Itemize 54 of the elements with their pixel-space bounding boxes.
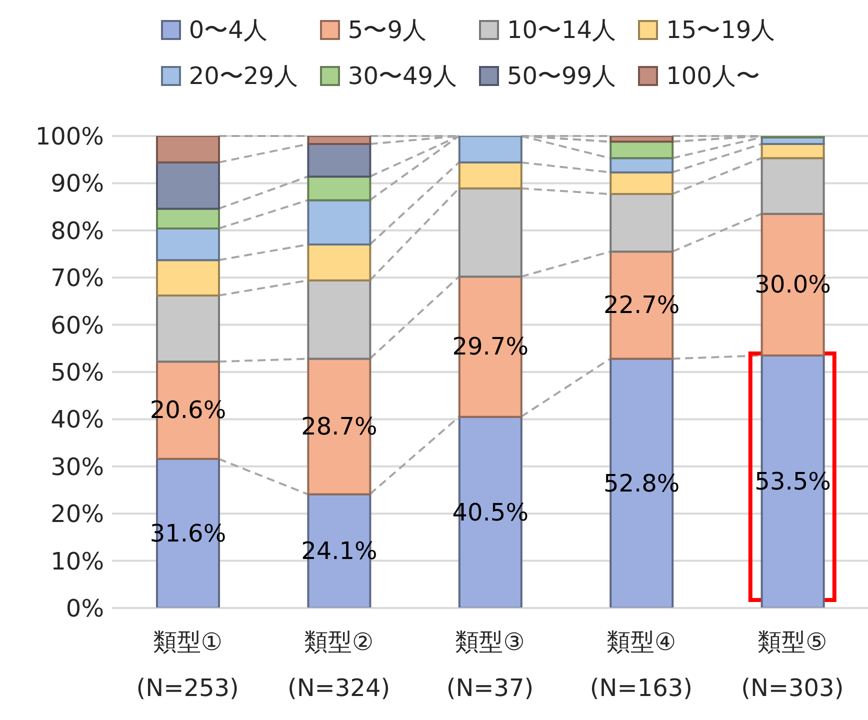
data-label: 30.0% xyxy=(754,270,831,299)
data-label: 31.6% xyxy=(150,519,226,548)
y-tick-label: 10% xyxy=(50,547,104,576)
data-label: 40.5% xyxy=(452,498,529,526)
legend-label: 50〜99人 xyxy=(506,61,616,92)
x-tick-label: 類型② (N=324) xyxy=(287,628,390,702)
legend-label: 10〜14人 xyxy=(506,15,616,46)
data-label: 28.7% xyxy=(301,412,378,441)
y-tick-label: 50% xyxy=(50,358,104,387)
bar xyxy=(610,171,674,196)
data-label: 53.5% xyxy=(754,468,831,496)
bar xyxy=(156,259,220,297)
bar xyxy=(458,161,522,190)
bar xyxy=(156,294,220,363)
bar xyxy=(610,136,674,143)
x-tick-label: 類型① (N=253) xyxy=(136,628,239,702)
bar xyxy=(156,228,220,262)
y-tick-label: 20% xyxy=(50,500,104,528)
y-tick-label: 60% xyxy=(50,311,104,340)
y-tick-label: 90% xyxy=(50,170,104,198)
legend-label: 100人〜 xyxy=(665,61,761,92)
bar xyxy=(458,187,522,278)
bar xyxy=(307,244,372,282)
y-tick-label: 40% xyxy=(50,406,104,434)
x-tick-label: 類型④ (N=163) xyxy=(590,628,693,702)
y-tick-label: 0% xyxy=(66,594,104,623)
bar xyxy=(307,136,372,146)
bar xyxy=(156,136,220,164)
bar xyxy=(307,143,372,178)
y-tick-label: 100% xyxy=(35,122,104,151)
legend-label: 20〜29人 xyxy=(188,61,298,92)
bar xyxy=(307,279,372,360)
bar xyxy=(156,208,220,230)
y-tick-label: 80% xyxy=(50,216,104,245)
data-label: 29.7% xyxy=(452,332,529,361)
x-tick-label: 類型③ (N=37) xyxy=(446,628,534,702)
bar xyxy=(458,136,522,164)
y-tick-label: 70% xyxy=(50,264,104,292)
data-label: 24.1% xyxy=(301,537,378,566)
legend-label: 30〜49人 xyxy=(346,61,457,92)
bar xyxy=(307,176,372,202)
legend-label: 5〜9人 xyxy=(346,15,428,46)
bar xyxy=(307,199,372,246)
bar xyxy=(610,193,674,253)
data-label: 20.6% xyxy=(150,396,226,424)
data-label: 52.8% xyxy=(603,469,680,498)
bar xyxy=(760,157,825,215)
y-tick-label: 30% xyxy=(50,452,104,481)
bar xyxy=(156,161,220,210)
legend-label: 15〜19人 xyxy=(665,15,776,46)
legend-label: 0〜4人 xyxy=(188,15,268,46)
bar xyxy=(610,157,674,174)
x-tick-label: 類型⑤ (N=303) xyxy=(741,628,844,702)
data-label: 22.7% xyxy=(603,291,680,320)
